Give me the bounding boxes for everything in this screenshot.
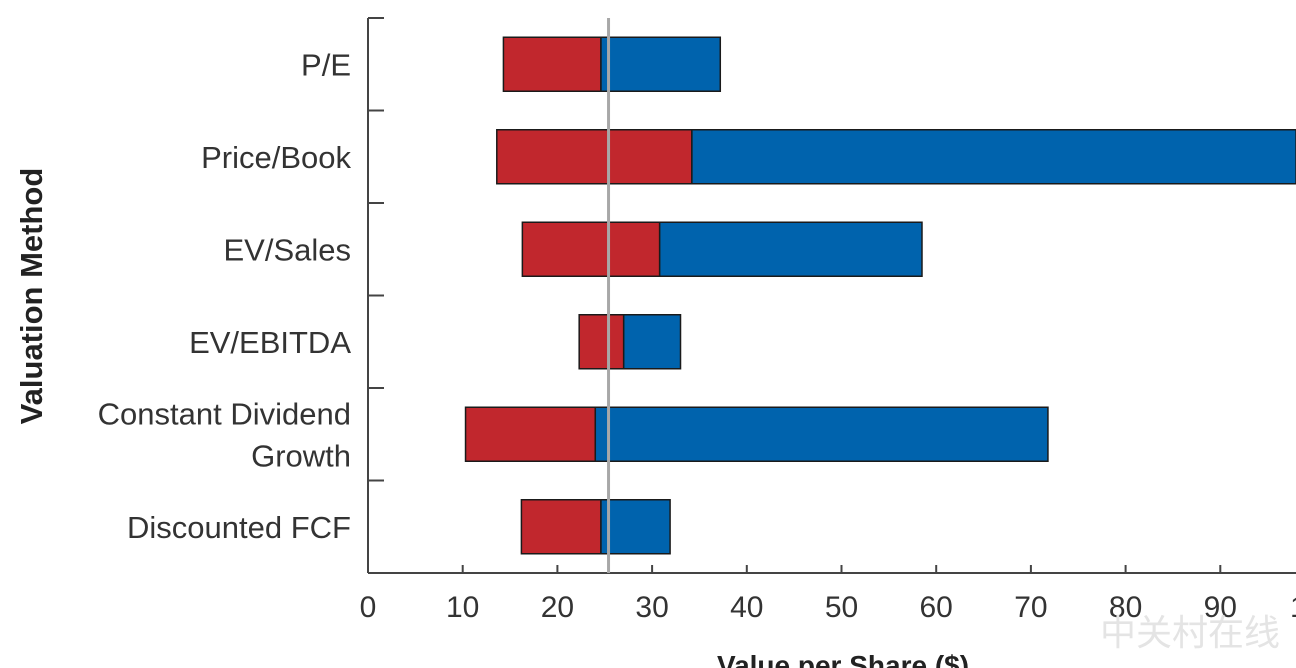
watermark-text: 中关村在线 [1100, 613, 1280, 654]
bar-high-segment [622, 314, 682, 370]
x-tick-label: 70 [1014, 591, 1047, 624]
x-tick-label: 80 [1109, 591, 1142, 624]
axes [367, 17, 1296, 574]
x-tick-label: 90 [1204, 591, 1237, 624]
bar-low-segment [502, 36, 602, 92]
x-tick-label: 50 [825, 591, 858, 624]
bar-low-segment [464, 406, 597, 462]
y-tick-label: Price/Book [201, 140, 351, 175]
bars [464, 36, 1296, 555]
bar-low-segment [520, 499, 602, 555]
y-tick-label: Growth [251, 438, 351, 473]
x-tick-label: 60 [920, 591, 953, 624]
bar-high-segment [600, 36, 722, 92]
x-tick-label: 30 [635, 591, 668, 624]
y-axis-label: Valuation Method [14, 168, 49, 425]
y-tick-labels: P/E Price/Book EV/Sales EV/EBITDA Constant D… [98, 47, 352, 545]
y-tick-label: Constant Dividend [98, 396, 351, 431]
x-tick-label: 20 [541, 591, 574, 624]
x-tick-labels: 0 10 20 30 40 50 60 70 80 90 100 [360, 591, 1296, 624]
bar-low-segment [496, 129, 693, 185]
x-tick-label: 40 [730, 591, 763, 624]
y-tick-label: P/E [301, 47, 351, 82]
bar-high-segment [658, 221, 923, 277]
y-tick-label: EV/Sales [223, 232, 351, 267]
y-tick-label: EV/EBITDA [189, 325, 351, 360]
bar-high-segment [600, 499, 671, 555]
x-tick-label: 100 [1290, 591, 1296, 624]
bar-high-segment [691, 129, 1296, 185]
bar-low-segment [521, 221, 661, 277]
x-tick-label: 0 [360, 591, 377, 624]
x-axis-label: Value per Share ($) [717, 650, 969, 668]
bar-low-segment [578, 314, 625, 370]
x-tick-label: 10 [446, 591, 479, 624]
bar-high-segment [594, 406, 1049, 462]
y-tick-label: Discounted FCF [127, 510, 351, 545]
